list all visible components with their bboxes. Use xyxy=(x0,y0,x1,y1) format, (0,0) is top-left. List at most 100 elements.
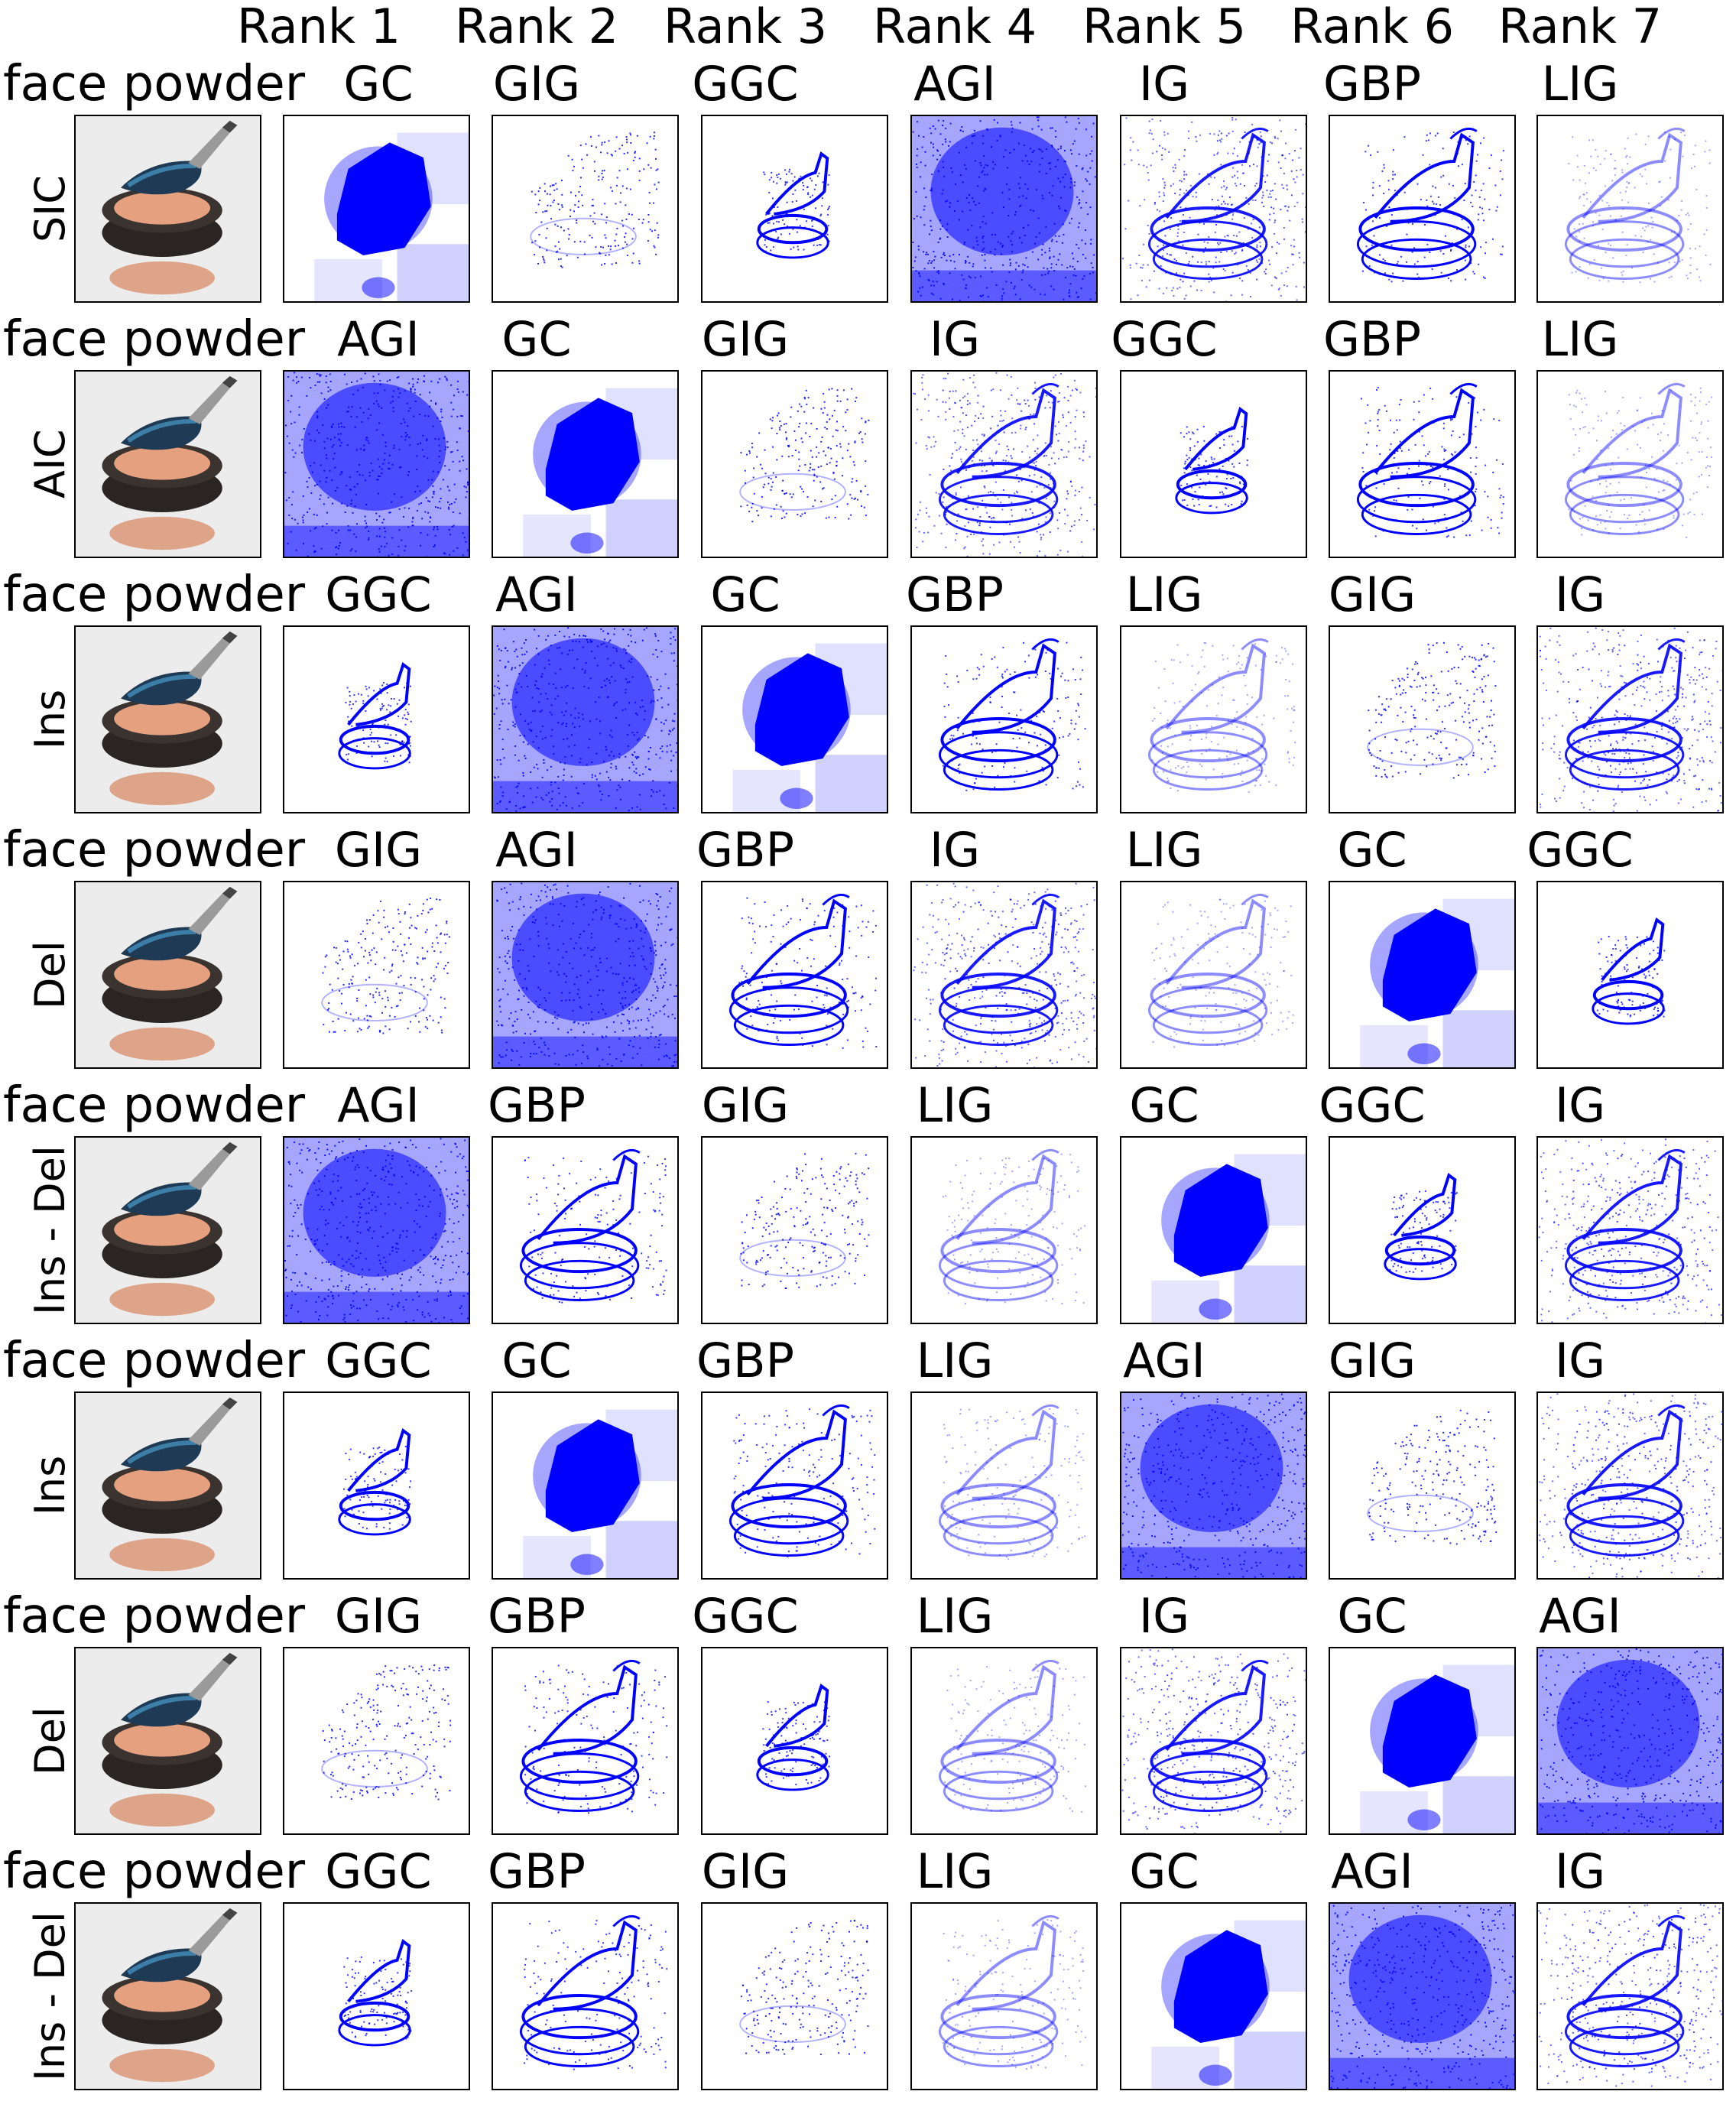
saliency-map-ggc xyxy=(701,115,888,303)
face-powder-photo xyxy=(76,1393,260,1578)
saliency-map-agi xyxy=(492,625,679,813)
source-image-thumbnail xyxy=(74,370,261,558)
saliency-map-gbp xyxy=(701,1391,888,1580)
saliency-map-gc xyxy=(1120,1902,1307,2090)
method-label: GGC xyxy=(325,1333,432,1388)
method-label: GIG xyxy=(334,822,423,878)
method-label: GGC xyxy=(692,1588,799,1644)
method-label: GGC xyxy=(325,567,432,622)
rank-header-2: Rank 2 xyxy=(454,0,619,54)
saliency-map-lig xyxy=(1536,115,1724,303)
rank-header-3: Rank 3 xyxy=(663,0,828,54)
rank-header-7: Rank 7 xyxy=(1498,0,1663,54)
row-title: face powder xyxy=(3,1588,306,1645)
saliency-map-ggc xyxy=(1329,1136,1516,1324)
method-label: LIG xyxy=(1541,311,1619,367)
row-label: Ins - Del xyxy=(26,1145,74,1315)
source-image-thumbnail xyxy=(74,1647,261,1835)
rank-header-6: Rank 6 xyxy=(1290,0,1455,54)
saliency-map-gbp xyxy=(910,625,1098,813)
saliency-map-ig xyxy=(1536,1136,1724,1324)
saliency-map-gig xyxy=(492,115,679,303)
rank-header-5: Rank 5 xyxy=(1082,0,1247,54)
saliency-map-agi xyxy=(910,115,1098,303)
saliency-map-lig xyxy=(1120,881,1307,1069)
method-label: GC xyxy=(1129,1843,1199,1899)
method-label: GBP xyxy=(1323,311,1421,367)
face-powder-photo xyxy=(76,627,260,812)
method-label: IG xyxy=(1138,56,1190,112)
method-label: GBP xyxy=(1323,56,1421,112)
saliency-map-gc xyxy=(1329,881,1516,1069)
saliency-map-agi xyxy=(492,881,679,1069)
method-label: GIG xyxy=(701,311,790,367)
saliency-map-gig xyxy=(701,1902,888,2090)
saliency-map-gbp xyxy=(1329,115,1516,303)
saliency-map-ggc xyxy=(701,1647,888,1835)
method-label: GGC xyxy=(1111,311,1218,367)
saliency-map-ggc xyxy=(283,625,470,813)
saliency-map-gig xyxy=(701,370,888,558)
method-label: LIG xyxy=(1125,567,1203,622)
row-label: Del xyxy=(26,940,74,1009)
method-label: AGI xyxy=(913,56,996,112)
method-label: IG xyxy=(929,311,981,367)
method-label: GIG xyxy=(1328,567,1416,622)
method-label: AGI xyxy=(495,567,578,622)
saliency-map-ggc xyxy=(1536,881,1724,1069)
row-title: face powder xyxy=(3,1843,306,1900)
saliency-map-lig xyxy=(910,1136,1098,1324)
saliency-map-ig xyxy=(1120,115,1307,303)
saliency-map-gig xyxy=(283,1647,470,1835)
saliency-map-lig xyxy=(910,1391,1098,1580)
saliency-map-lig xyxy=(910,1647,1098,1835)
method-label: AGI xyxy=(337,1077,420,1133)
saliency-map-ig xyxy=(910,881,1098,1069)
saliency-map-lig xyxy=(1120,625,1307,813)
saliency-map-ig xyxy=(1536,1902,1724,2090)
source-image-thumbnail xyxy=(74,115,261,303)
method-label: GBP xyxy=(488,1843,586,1899)
saliency-map-agi xyxy=(1120,1391,1307,1580)
saliency-map-gbp xyxy=(701,881,888,1069)
row-title: face powder xyxy=(3,311,306,368)
saliency-map-gbp xyxy=(492,1647,679,1835)
row-label: Ins - Del xyxy=(26,1911,74,2081)
method-label: GGC xyxy=(1319,1077,1426,1133)
row-title: face powder xyxy=(3,567,306,623)
method-label: GC xyxy=(1129,1077,1199,1133)
row-title: face powder xyxy=(3,1077,306,1134)
saliency-map-ggc xyxy=(283,1391,470,1580)
saliency-map-ig xyxy=(910,370,1098,558)
method-label: IG xyxy=(1554,1843,1606,1899)
method-label: GC xyxy=(710,567,780,622)
saliency-map-ig xyxy=(1120,1647,1307,1835)
method-label: GGC xyxy=(692,56,799,112)
row-label: SIC xyxy=(26,175,74,242)
saliency-map-lig xyxy=(1536,370,1724,558)
method-label: LIG xyxy=(1125,822,1203,878)
method-label: LIG xyxy=(916,1843,994,1899)
source-image-thumbnail xyxy=(74,1391,261,1580)
saliency-map-gc xyxy=(701,625,888,813)
saliency-map-lig xyxy=(910,1902,1098,2090)
face-powder-photo xyxy=(76,116,260,301)
method-label: IG xyxy=(1554,567,1606,622)
saliency-map-ig xyxy=(1536,1391,1724,1580)
saliency-map-gig xyxy=(1329,625,1516,813)
saliency-map-ig xyxy=(1536,625,1724,813)
saliency-map-agi xyxy=(283,370,470,558)
row-title: face powder xyxy=(3,1333,306,1389)
saliency-map-gig xyxy=(1329,1391,1516,1580)
saliency-map-gig xyxy=(283,881,470,1069)
rank-header-4: Rank 4 xyxy=(872,0,1037,54)
source-image-thumbnail xyxy=(74,881,261,1069)
method-label: GC xyxy=(501,311,572,367)
method-label: LIG xyxy=(916,1588,994,1644)
face-powder-photo xyxy=(76,1648,260,1833)
method-label: GC xyxy=(343,56,414,112)
method-label: GC xyxy=(1337,822,1407,878)
row-label: Del xyxy=(26,1706,74,1775)
face-powder-photo xyxy=(76,1904,260,2089)
saliency-map-agi xyxy=(1329,1902,1516,2090)
